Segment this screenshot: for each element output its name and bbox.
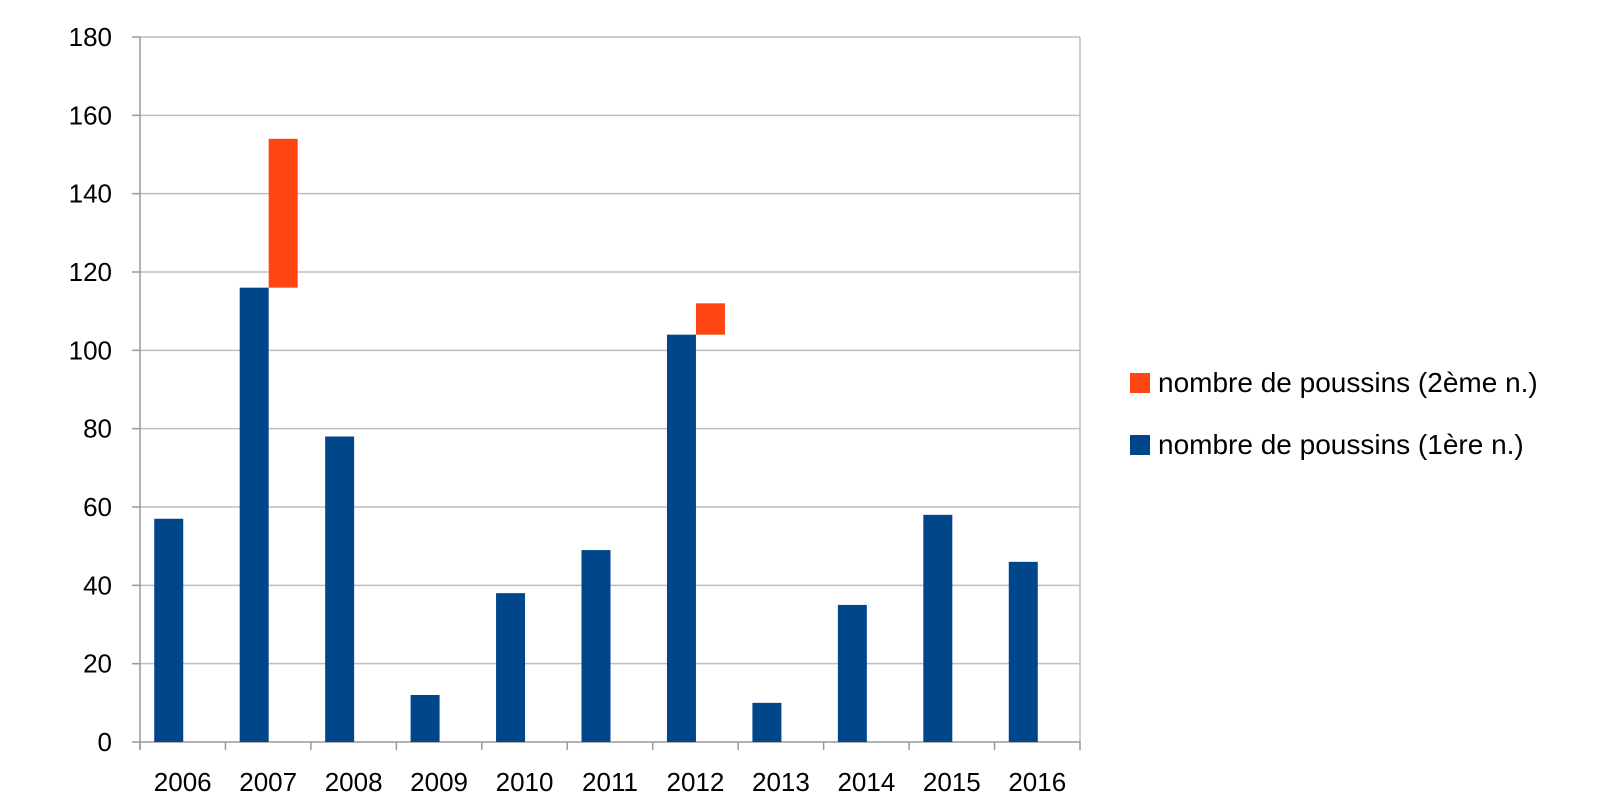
x-tick-label: 2015	[923, 767, 981, 797]
legend-item-second-brood: nombre de poussins (2ème n.)	[1130, 352, 1538, 414]
y-tick-label: 100	[69, 335, 112, 365]
x-tick-label: 2016	[1008, 767, 1066, 797]
legend-item-first-brood: nombre de poussins (1ère n.)	[1130, 414, 1538, 476]
bar-first-brood	[239, 287, 269, 742]
x-tick-label: 2009	[410, 767, 468, 797]
y-tick-label: 120	[69, 257, 112, 287]
bar-second-brood	[695, 303, 725, 335]
x-tick-label: 2014	[837, 767, 895, 797]
bar-first-brood	[154, 518, 184, 742]
y-tick-label: 180	[69, 22, 112, 52]
bar-first-brood	[581, 550, 611, 742]
bar-second-brood	[268, 138, 298, 288]
y-tick-label: 80	[83, 414, 112, 444]
bar-first-brood	[752, 702, 782, 742]
y-tick-label: 0	[98, 727, 112, 757]
bar-first-brood	[496, 593, 526, 742]
bar-first-brood	[923, 514, 953, 742]
x-tick-label: 2010	[496, 767, 554, 797]
bar-first-brood	[837, 604, 867, 742]
x-tick-label: 2006	[154, 767, 212, 797]
y-tick-label: 160	[69, 100, 112, 130]
bar-first-brood	[410, 695, 440, 742]
y-tick-label: 20	[83, 649, 112, 679]
legend-swatch-first-brood	[1130, 435, 1150, 455]
bar-first-brood	[1008, 561, 1038, 742]
bar-first-brood	[666, 334, 696, 742]
x-tick-label: 2007	[239, 767, 297, 797]
legend-swatch-second-brood	[1130, 373, 1150, 393]
x-tick-label: 2013	[752, 767, 810, 797]
legend-label-first-brood: nombre de poussins (1ère n.)	[1158, 429, 1524, 460]
y-tick-label: 140	[69, 179, 112, 209]
y-tick-label: 60	[83, 492, 112, 522]
bar-first-brood	[325, 436, 355, 742]
legend-label-second-brood: nombre de poussins (2ème n.)	[1158, 367, 1538, 398]
legend: nombre de poussins (2ème n.) nombre de p…	[1130, 352, 1538, 476]
x-tick-label: 2011	[582, 767, 638, 797]
x-tick-label: 2008	[325, 767, 383, 797]
x-tick-label: 2012	[667, 767, 725, 797]
y-tick-label: 40	[83, 570, 112, 600]
